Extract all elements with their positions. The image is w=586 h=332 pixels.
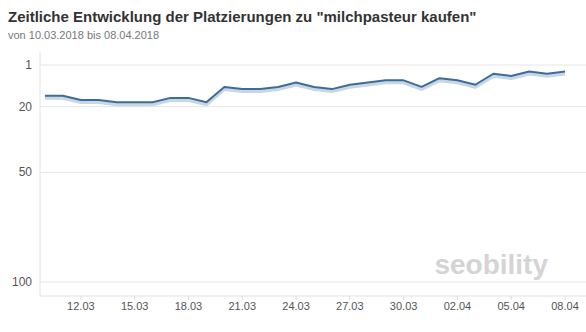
axis-line bbox=[40, 296, 586, 297]
chart-svg: Zeitliche Entwicklung der Platzierungen … bbox=[0, 0, 586, 332]
y-tick-label: 50 bbox=[19, 165, 33, 179]
x-tick-label: 02.04 bbox=[444, 300, 472, 312]
y-tick-label: 1 bbox=[25, 58, 32, 72]
x-tick-label: 24.03 bbox=[282, 300, 310, 312]
subtitle: von 10.03.2018 bis 08.04.2018 bbox=[8, 29, 159, 41]
series-line bbox=[45, 72, 565, 103]
y-tick-label: 20 bbox=[19, 100, 33, 114]
grid-line bbox=[40, 106, 586, 107]
title: Zeitliche Entwicklung der Platzierungen … bbox=[8, 8, 476, 25]
x-tick-label: 08.04 bbox=[551, 300, 579, 312]
grid-line bbox=[40, 65, 586, 66]
x-tick-label: 12.03 bbox=[67, 300, 95, 312]
series-group bbox=[45, 72, 565, 105]
grid-line bbox=[40, 282, 586, 283]
x-tick-label: 27.03 bbox=[336, 300, 364, 312]
x-tick-label: 30.03 bbox=[390, 300, 418, 312]
x-tick-label: 18.03 bbox=[175, 300, 203, 312]
watermark: seobility bbox=[434, 249, 548, 280]
axis-line bbox=[40, 52, 41, 296]
x-tick-label: 21.03 bbox=[228, 300, 256, 312]
grid-line bbox=[40, 172, 586, 173]
chart-root: Zeitliche Entwicklung der Platzierungen … bbox=[0, 0, 586, 332]
x-tick-label: 15.03 bbox=[121, 300, 149, 312]
x-tick-label: 05.04 bbox=[497, 300, 525, 312]
y-tick-label: 100 bbox=[12, 275, 32, 289]
